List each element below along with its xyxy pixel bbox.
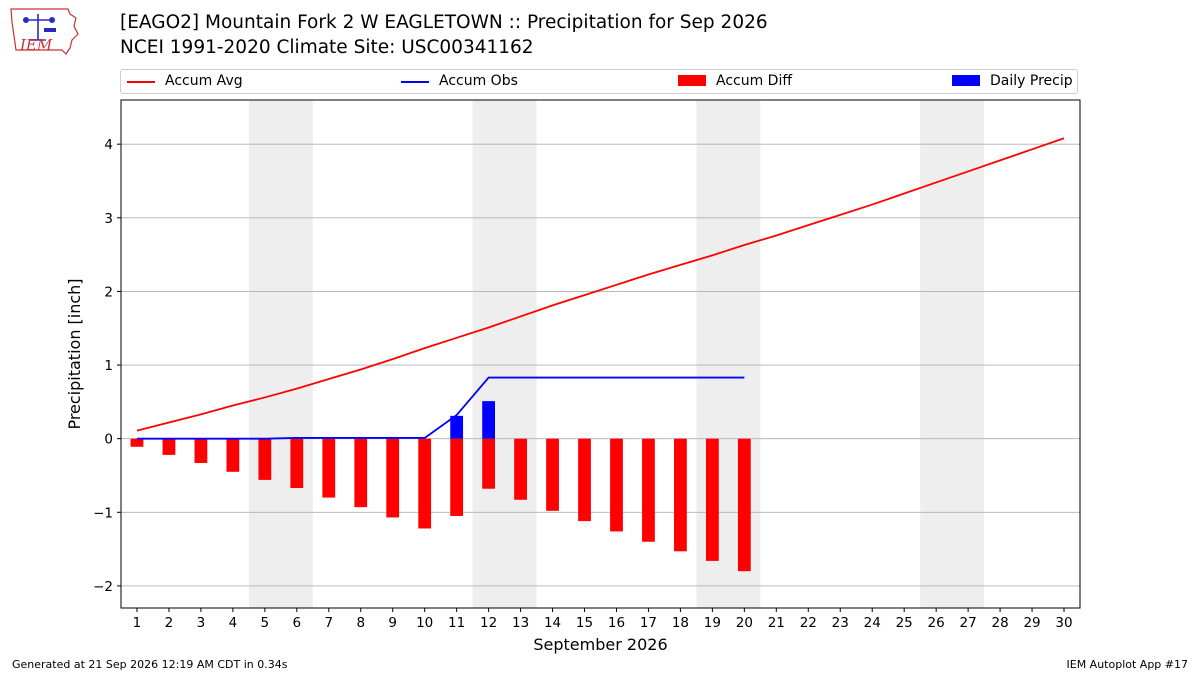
x-tick-label-29: 29 [1023,615,1040,631]
bar-accum-diff-19 [705,438,719,561]
x-tick-label-9: 9 [388,615,397,631]
legend-item-accum-avg: Accum Avg [127,73,277,91]
x-tick-label-4: 4 [229,615,238,631]
chart-title: [EAGO2] Mountain Fork 2 W EAGLETOWN :: P… [120,12,768,33]
bar-accum-diff-1 [130,438,144,447]
legend-swatch-daily-precip [952,75,980,86]
y-tick-label-3: 1 [104,358,113,374]
bar-daily-precip-12 [482,401,496,439]
x-tick-label-8: 8 [356,615,365,631]
x-tick-label-15: 15 [576,615,593,631]
bar-accum-diff-8 [354,438,368,508]
legend-label-accum-avg: Accum Avg [165,73,243,89]
x-tick-label-18: 18 [672,615,689,631]
legend-label-accum-diff: Accum Diff [716,73,793,89]
bar-daily-precip-11 [450,415,464,439]
y-tick-label-4: 2 [104,284,113,300]
x-tick-label-19: 19 [704,615,721,631]
x-tick-label-28: 28 [991,615,1008,631]
x-tick-label-10: 10 [416,615,433,631]
x-tick-label-21: 21 [768,615,785,631]
weekend-shade-0 [248,100,313,608]
x-tick-label-16: 16 [608,615,625,631]
legend-label-accum-obs: Accum Obs [439,73,518,89]
x-tick-label-24: 24 [864,615,881,631]
x-tick-label-7: 7 [324,615,333,631]
legend-swatch-accum-avg [127,81,155,83]
line-accum-avg [136,137,1065,432]
bar-accum-diff-16 [610,438,623,532]
legend-item-daily-precip: Daily Precip [952,73,1077,91]
y-tick-label-0: −2 [93,579,113,595]
bar-accum-diff-12 [482,438,496,489]
bar-accum-diff-5 [258,438,272,480]
y-tick-label-5: 3 [104,211,113,227]
weekend-shade-1 [472,100,537,608]
footer-generated: Generated at 21 Sep 2026 12:19 AM CDT in… [12,658,288,671]
x-axis-label: September 2026 [533,635,667,654]
bar-accum-diff-11 [450,438,464,516]
bar-accum-diff-18 [674,438,687,552]
x-tick-label-13: 13 [512,615,529,631]
x-tick-label-5: 5 [261,615,270,631]
bar-accum-diff-4 [226,438,240,472]
bar-accum-diff-10 [418,438,432,529]
weather-station-icon [23,14,56,41]
bar-accum-diff-13 [514,438,527,500]
x-tick-label-1: 1 [133,615,142,631]
legend-item-accum-obs: Accum Obs [401,73,551,91]
x-tick-label-3: 3 [197,615,206,631]
x-tick-label-26: 26 [928,615,945,631]
iem-logo: IEM [10,8,79,55]
y-tick-label-1: −1 [93,505,113,521]
x-tick-label-30: 30 [1055,615,1072,631]
x-tick-label-25: 25 [896,615,913,631]
x-tick-label-6: 6 [293,615,302,631]
x-tick-label-22: 22 [800,615,817,631]
logo-text: IEM [19,36,53,54]
bar-accum-diff-20 [737,438,751,572]
legend-swatch-accum-obs [401,81,429,83]
bar-accum-diff-7 [322,438,336,498]
bar-accum-diff-6 [290,438,304,488]
legend-label-daily-precip: Daily Precip [990,73,1073,89]
bar-accum-diff-17 [642,438,655,542]
line-accum-obs [136,376,745,440]
bar-accum-diff-2 [162,438,176,455]
x-tick-label-11: 11 [448,615,465,631]
chart-legend: Accum Avg Accum Obs Accum Diff Daily Pre… [120,69,1078,94]
x-tick-label-14: 14 [544,615,561,631]
precipitation-chart: 1 2 3 4 5 6 7 8 9 10 11 12 13 14 15 16 17 18 19 20 21 22 23 24 2… [65,99,1081,654]
bar-accum-diff-14 [546,438,559,511]
legend-swatch-accum-diff [678,75,706,86]
y-tick-label-6: 4 [104,137,113,153]
footer-app: IEM Autoplot App #17 [1066,658,1189,671]
bar-accum-diff-9 [386,438,400,518]
chart-subtitle: NCEI 1991-2020 Climate Site: USC00341162 [120,37,534,58]
legend-item-accum-diff: Accum Diff [678,73,828,91]
plot-frame [120,99,1081,609]
x-tick-label-27: 27 [960,615,977,631]
x-tick-label-23: 23 [832,615,849,631]
bar-accum-diff-3 [194,438,208,463]
x-tick-label-2: 2 [165,615,174,631]
y-axis-label: Precipitation [inch] [65,278,84,429]
y-tick-label-2: 0 [104,432,113,448]
x-tick-label-17: 17 [640,615,657,631]
x-tick-label-20: 20 [736,615,753,631]
bar-accum-diff-15 [578,438,591,522]
iowa-outline-icon [10,8,79,55]
x-tick-label-12: 12 [480,615,497,631]
